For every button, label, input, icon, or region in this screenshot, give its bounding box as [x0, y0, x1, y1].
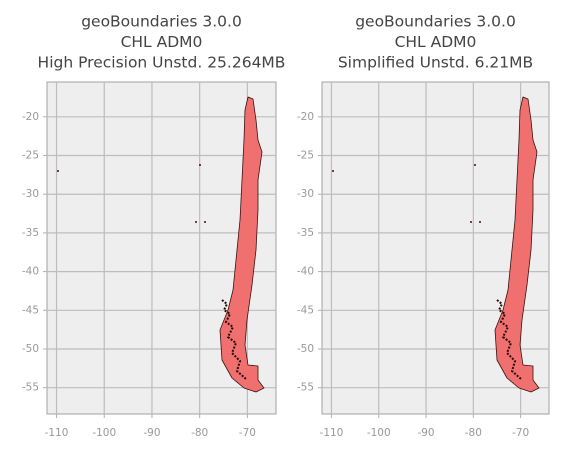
islands [221, 299, 247, 380]
island-dot [57, 170, 59, 172]
country-shape [57, 96, 265, 393]
island-dot [479, 221, 481, 223]
country-shape [332, 96, 540, 393]
panel-title: High Precision Unstd. 25.264MB [38, 54, 286, 72]
x-tick-label: -80 [191, 427, 208, 439]
y-tick-label: -55 [22, 382, 39, 394]
panel: geoBoundaries 3.0.0 CHL ADM0 High Precisio… [22, 13, 286, 440]
chile-outline [494, 96, 540, 393]
y-tick-label: -25 [297, 150, 314, 162]
x-tick-label: -70 [512, 427, 529, 439]
y-tick-label: -35 [22, 227, 39, 239]
y-tick-label: -20 [297, 111, 314, 123]
y-tick-label: -45 [297, 304, 314, 316]
panel-title: Simplified Unstd. 6.21MB [338, 54, 533, 72]
y-tick-label: -50 [297, 343, 314, 355]
x-tick-label: -100 [367, 427, 391, 439]
x-tick-label: -90 [143, 427, 160, 439]
y-tick-label: -30 [22, 188, 39, 200]
island-dot [474, 164, 476, 166]
y-tick-label: -25 [22, 150, 39, 162]
y-tick-label: -50 [22, 343, 39, 355]
islands [496, 299, 522, 380]
x-tick-label: -110 [45, 427, 69, 439]
panel-title: geoBoundaries 3.0.0 [355, 13, 516, 31]
panel-title: geoBoundaries 3.0.0 [81, 13, 242, 31]
y-tick-label: -40 [22, 266, 39, 278]
y-tick-label: -40 [297, 266, 314, 278]
panel-title: CHL ADM0 [395, 33, 477, 51]
y-tick-label: -45 [22, 304, 39, 316]
chile-outline [219, 96, 265, 393]
island-dot [470, 221, 472, 223]
x-tick-label: -110 [320, 427, 344, 439]
panel: geoBoundaries 3.0.0 CHL ADM0 Simplified Un… [297, 13, 550, 439]
island-dot [204, 221, 206, 223]
x-tick-label: -70 [239, 427, 256, 439]
x-tick-label: -100 [92, 427, 116, 439]
x-tick-label: -80 [465, 427, 482, 439]
y-tick-label: -20 [22, 111, 39, 123]
y-tick-label: -30 [297, 188, 314, 200]
y-tick-label: -55 [297, 382, 314, 394]
panel-title: CHL ADM0 [121, 33, 203, 51]
x-tick-label: -90 [417, 427, 434, 439]
island-dot [332, 170, 334, 172]
island-dot [199, 164, 201, 166]
y-tick-label: -35 [297, 227, 314, 239]
island-dot [195, 221, 197, 223]
